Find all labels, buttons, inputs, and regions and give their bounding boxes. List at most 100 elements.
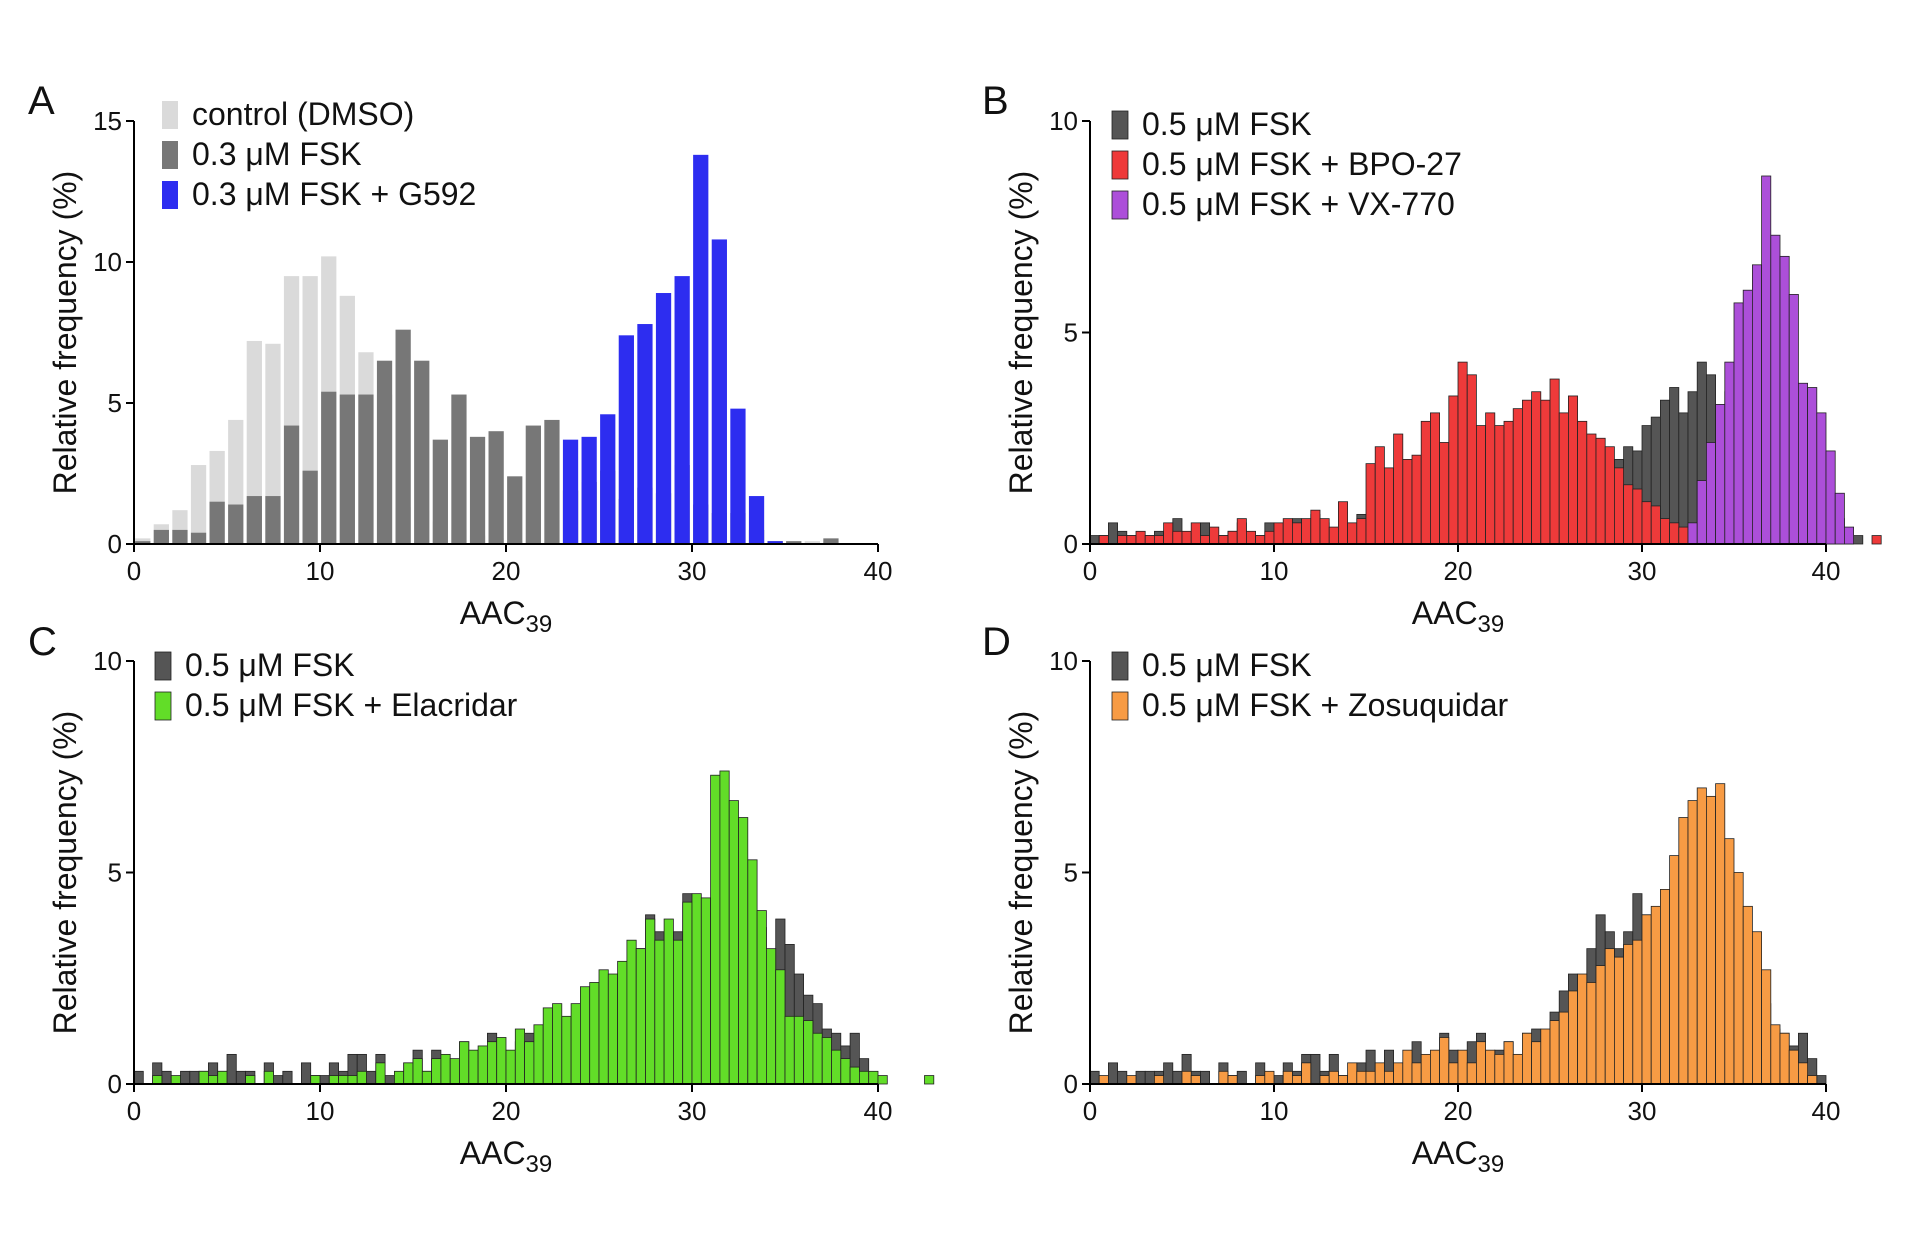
bar: [1595, 437, 1606, 545]
bar: [1430, 412, 1441, 545]
bar: [748, 496, 765, 544]
bar: [1807, 387, 1818, 545]
bar: [1614, 956, 1625, 1085]
series-1: [1098, 361, 1882, 545]
bar: [1402, 1049, 1413, 1085]
panel-letter: B: [982, 79, 1009, 123]
bars: [133, 770, 935, 1085]
legend-swatch: [1111, 110, 1129, 140]
legend-label: 0.3 μM FSK + G592: [192, 176, 476, 212]
bar: [1328, 1070, 1339, 1085]
bar: [1292, 1075, 1303, 1085]
bar: [273, 1075, 284, 1085]
y-tick-label: 0: [108, 529, 122, 559]
bar: [730, 408, 746, 544]
bar: [691, 893, 702, 1085]
bar: [1816, 412, 1827, 545]
bar: [403, 1062, 414, 1085]
bar: [1623, 484, 1634, 545]
bar: [618, 335, 634, 544]
axes: 0 10 20 30 40 0 5 10 AAC39 Relative frequency (%): [47, 646, 892, 1178]
bar: [1715, 404, 1726, 545]
bar: [1310, 1053, 1321, 1085]
bar: [710, 774, 721, 1085]
bar: [1669, 522, 1680, 545]
bar: [1476, 1041, 1487, 1085]
bar: [505, 1049, 516, 1085]
bar: [246, 496, 262, 544]
legend-swatch: [162, 101, 178, 129]
bar: [700, 897, 711, 1085]
bar: [1190, 522, 1201, 545]
bar: [1255, 1075, 1266, 1085]
y-axis-label: Relative frequency (%): [47, 711, 83, 1035]
bar: [152, 1075, 163, 1085]
bar: [133, 1070, 144, 1085]
panel-d: D 0 10 20 30 40 0 5 10 AAC39 Relative frequency (%…: [982, 620, 1840, 1178]
bar: [1135, 1070, 1146, 1085]
bar: [1384, 467, 1395, 545]
bar: [1282, 1070, 1293, 1085]
bar: [347, 1075, 358, 1085]
panel-letter: D: [982, 620, 1011, 664]
bar: [1678, 412, 1689, 545]
bar: [1540, 399, 1551, 545]
bar: [1411, 454, 1422, 545]
bar: [135, 541, 151, 544]
bar: [263, 1070, 274, 1085]
bar: [1200, 535, 1211, 545]
bar: [1108, 522, 1119, 545]
bar: [432, 439, 448, 544]
x-tick-label: 10: [306, 1096, 335, 1126]
x-axis-label-sub: 39: [1478, 1151, 1505, 1178]
bar: [412, 1058, 423, 1085]
bar: [1420, 420, 1431, 545]
x-tick-label: 10: [1260, 1096, 1289, 1126]
bar: [449, 1058, 460, 1085]
x-axis-label-main: AAC: [1412, 595, 1478, 631]
x-tick-label: 0: [1083, 1096, 1097, 1126]
bar: [1227, 530, 1238, 545]
bar: [533, 1024, 544, 1085]
bar: [1706, 442, 1717, 545]
y-tick-label: 10: [93, 247, 122, 277]
x-axis-label-main: AAC: [460, 1135, 526, 1171]
legend-swatch: [1111, 150, 1129, 180]
bar: [1227, 1075, 1238, 1085]
y-axis-label: Relative frequency (%): [47, 171, 83, 495]
bar: [607, 973, 618, 1085]
bar: [1632, 939, 1643, 1085]
bar: [849, 1066, 860, 1085]
bar: [1752, 931, 1763, 1085]
bar: [812, 1032, 823, 1085]
bar: [321, 391, 337, 544]
panel-letter: A: [28, 79, 55, 123]
bar: [1715, 783, 1726, 1085]
bar: [376, 360, 393, 544]
bar: [1098, 535, 1109, 545]
bar: [1742, 289, 1753, 545]
bar: [1614, 467, 1625, 545]
bar: [1328, 526, 1339, 545]
bar: [1089, 1070, 1100, 1085]
x-tick-label: 0: [1083, 556, 1097, 586]
bar: [1402, 458, 1413, 545]
bar: [235, 1070, 247, 1085]
bar: [924, 1075, 935, 1085]
legend-swatch: [1111, 190, 1129, 220]
bar: [580, 986, 591, 1085]
legend-swatch: [154, 651, 172, 681]
bar: [767, 541, 783, 544]
bar: [1503, 420, 1514, 545]
bar: [1558, 1011, 1569, 1085]
x-tick-label: 20: [1444, 556, 1473, 586]
bar: [674, 276, 690, 544]
bar: [190, 465, 207, 544]
bar: [1190, 1075, 1201, 1085]
bar: [451, 394, 467, 544]
legend-swatch: [162, 141, 178, 169]
bar: [877, 1075, 888, 1085]
x-tick-label: 20: [1444, 1096, 1473, 1126]
y-tick-label: 5: [1064, 858, 1078, 888]
bar: [635, 948, 646, 1085]
